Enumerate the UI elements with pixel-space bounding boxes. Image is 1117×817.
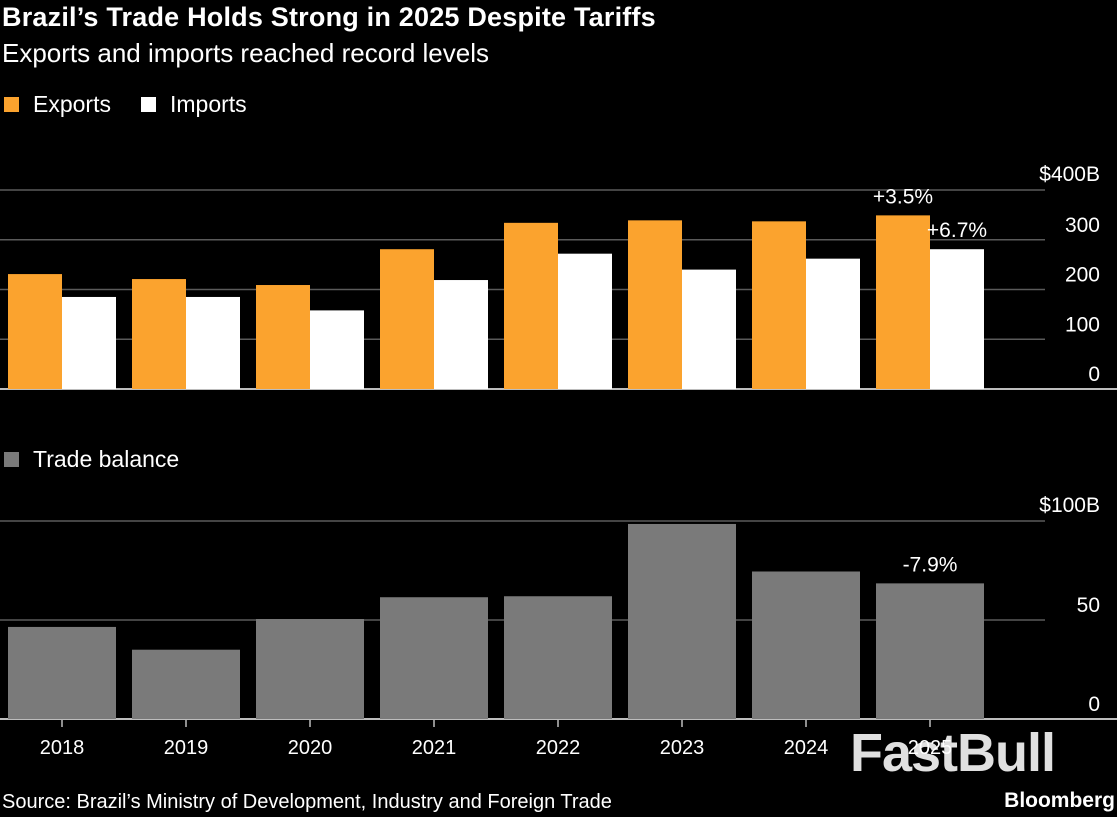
trade-bar-imports-2020 bbox=[310, 310, 364, 389]
chart-subtitle: Exports and imports reached record level… bbox=[2, 38, 490, 68]
trade-bar-imports-2018 bbox=[62, 296, 116, 389]
trade-bar-imports-2022 bbox=[558, 253, 612, 389]
trade-bar-imports-2019 bbox=[186, 296, 240, 389]
balance-ytick-label: 50 bbox=[1077, 594, 1100, 617]
legend-item-imports: Imports bbox=[140, 91, 247, 118]
x-tick-label-2023: 2023 bbox=[660, 737, 705, 759]
legend-item-trade-balance: Trade balance bbox=[4, 446, 179, 473]
balance-bar-trade-balance-2019 bbox=[132, 649, 240, 719]
x-tick-label-2019: 2019 bbox=[164, 737, 209, 759]
trade-bar-exports-2020 bbox=[256, 285, 310, 389]
trade-bar-exports-2022 bbox=[504, 222, 558, 389]
legend-swatch-trade-balance bbox=[4, 452, 19, 467]
legend-top: Exports Imports bbox=[4, 91, 277, 118]
balance-bar-trade-balance-2022 bbox=[504, 596, 612, 719]
bloomberg-logo: Bloomberg bbox=[1004, 789, 1115, 812]
legend-label-trade-balance: Trade balance bbox=[33, 446, 180, 472]
legend-label-exports: Exports bbox=[33, 91, 111, 117]
legend-bottom: Trade balance bbox=[4, 446, 209, 473]
x-tick-label-2021: 2021 bbox=[412, 737, 457, 759]
balance-bar-trade-balance-2018 bbox=[8, 626, 116, 719]
trade-ytick-label-top: $400B bbox=[1039, 163, 1100, 186]
trade-bar-exports-2021 bbox=[380, 249, 434, 389]
legend-swatch-imports bbox=[140, 97, 156, 112]
balance-bar-trade-balance-2024 bbox=[752, 571, 860, 719]
legend-swatch-exports bbox=[4, 97, 19, 112]
x-tick-label-2024: 2024 bbox=[784, 737, 829, 759]
x-tick-label-2025: 2025 bbox=[908, 737, 953, 759]
trade-ytick-label: 200 bbox=[1065, 264, 1100, 287]
chart-title: Brazil’s Trade Holds Strong in 2025 Desp… bbox=[2, 2, 656, 32]
x-tick-label-2020: 2020 bbox=[288, 737, 333, 759]
balance-bar-trade-balance-2020 bbox=[256, 619, 364, 719]
trade-bar-exports-2019 bbox=[132, 279, 186, 389]
legend-item-exports: Exports bbox=[4, 91, 111, 118]
trade-annotation-imports: +6.7% bbox=[927, 219, 987, 242]
trade-bar-exports-2018 bbox=[8, 274, 62, 389]
trade-bar-exports-2023 bbox=[628, 220, 682, 389]
legend-label-imports: Imports bbox=[169, 91, 247, 117]
trade-ytick-label: 300 bbox=[1065, 214, 1100, 237]
balance-ytick-label: 0 bbox=[1088, 693, 1100, 716]
fastbull-watermark: FastBull bbox=[850, 723, 1056, 783]
trade-annotation-exports: +3.5% bbox=[873, 185, 933, 208]
balance-bar-trade-balance-2023 bbox=[628, 523, 736, 719]
balance-bar-trade-balance-2025 bbox=[876, 583, 984, 719]
trade-bar-imports-2025 bbox=[930, 249, 984, 389]
trade-ytick-label: 0 bbox=[1088, 363, 1100, 386]
balance-annotation-trade-balance: -7.9% bbox=[903, 553, 958, 576]
trade-bar-imports-2021 bbox=[434, 280, 488, 389]
trade-bar-imports-2023 bbox=[682, 269, 736, 389]
x-tick-label-2018: 2018 bbox=[40, 737, 85, 759]
x-tick-label-2022: 2022 bbox=[536, 737, 581, 759]
source-note: Source: Brazil’s Ministry of Development… bbox=[2, 791, 612, 813]
trade-ytick-label: 100 bbox=[1065, 313, 1100, 336]
balance-bar-trade-balance-2021 bbox=[380, 597, 488, 719]
trade-bar-imports-2024 bbox=[806, 258, 860, 389]
trade-bar-exports-2024 bbox=[752, 221, 806, 389]
balance-ytick-label-top: $100B bbox=[1039, 494, 1100, 517]
trade-bar-exports-2025 bbox=[876, 215, 930, 389]
